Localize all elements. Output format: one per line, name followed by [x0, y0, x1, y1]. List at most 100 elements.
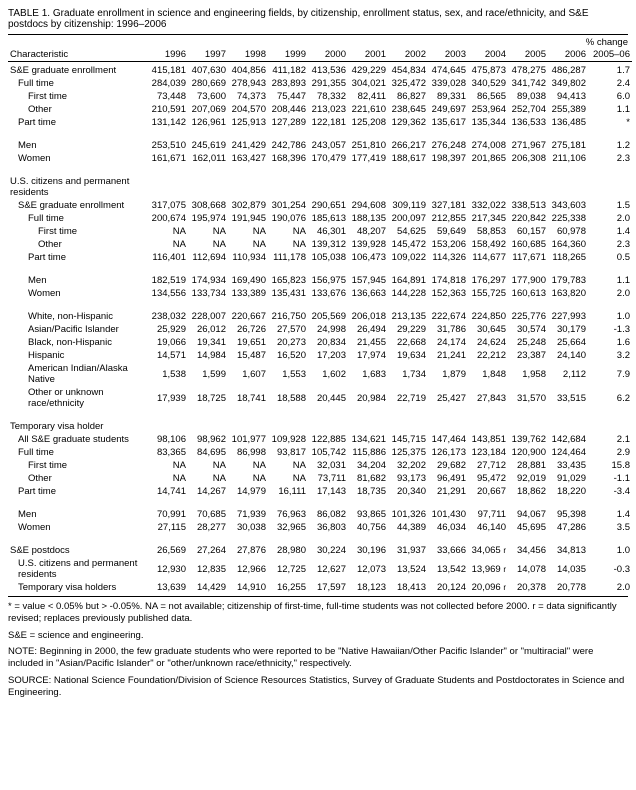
cell: 486,287 — [548, 64, 588, 77]
pct-cell: * — [588, 116, 632, 129]
cell — [548, 420, 588, 433]
col-year: 1996 — [148, 48, 188, 62]
cell: 33,435 — [548, 459, 588, 472]
pct-cell: 2.3 — [588, 238, 632, 251]
cell: 165,823 — [268, 274, 308, 287]
cell — [468, 420, 508, 433]
cell: 115,886 — [348, 446, 388, 459]
cell: 216,750 — [268, 310, 308, 323]
cell: 70,991 — [148, 508, 188, 521]
cell: 13,969 r — [468, 557, 508, 581]
cell: 14,267 — [188, 485, 228, 498]
cell: 153,206 — [428, 238, 468, 251]
cell: 93,865 — [348, 508, 388, 521]
col-year: 2004 — [468, 48, 508, 62]
cell: 36,803 — [308, 521, 348, 534]
cell: NA — [188, 472, 228, 485]
pct-cell: 1.1 — [588, 274, 632, 287]
row-label: Full time — [8, 212, 148, 225]
pct-cell — [588, 420, 632, 433]
cell: 251,810 — [348, 139, 388, 152]
table-row: American Indian/Alaska Native1,5381,5991… — [8, 362, 632, 386]
pct-cell: -3.4 — [588, 485, 632, 498]
cell — [548, 175, 588, 199]
cell: 116,401 — [148, 251, 188, 264]
cell: 17,143 — [308, 485, 348, 498]
cell: 1,879 — [428, 362, 468, 386]
cell: 109,022 — [388, 251, 428, 264]
table-row: Part time116,401112,694110,934111,178105… — [8, 251, 632, 264]
cell — [148, 420, 188, 433]
pct-cell: 1.2 — [588, 139, 632, 152]
pct-cell: 15.8 — [588, 459, 632, 472]
cell: 25,664 — [548, 336, 588, 349]
cell: 20,834 — [308, 336, 348, 349]
cell: 27,115 — [148, 521, 188, 534]
pct-cell: 7.9 — [588, 362, 632, 386]
cell: 12,627 — [308, 557, 348, 581]
cell: 19,066 — [148, 336, 188, 349]
cell: 34,204 — [348, 459, 388, 472]
cell: 155,725 — [468, 287, 508, 300]
cell: 327,181 — [428, 199, 468, 212]
cell: NA — [268, 459, 308, 472]
cell: 204,570 — [228, 103, 268, 116]
cell: 283,893 — [268, 77, 308, 90]
pct-change-top: % change — [8, 37, 628, 48]
cell — [508, 175, 548, 199]
cell: 75,447 — [268, 90, 308, 103]
cell: 220,667 — [228, 310, 268, 323]
table-row — [8, 165, 632, 175]
cell: 32,031 — [308, 459, 348, 472]
cell: 97,711 — [468, 508, 508, 521]
cell: 407,630 — [188, 64, 228, 77]
cell: 89,038 — [508, 90, 548, 103]
cell: 16,111 — [268, 485, 308, 498]
cell: 227,993 — [548, 310, 588, 323]
cell: 27,264 — [188, 544, 228, 557]
table-row: Temporary visa holder — [8, 420, 632, 433]
cell: 47,286 — [548, 521, 588, 534]
cell: 12,073 — [348, 557, 388, 581]
cell: 135,344 — [468, 116, 508, 129]
row-label: Men — [8, 139, 148, 152]
table-row: Asian/Pacific Islander25,92926,01226,726… — [8, 323, 632, 336]
table-row: S&E postdocs26,56927,26427,87628,98030,2… — [8, 544, 632, 557]
cell: 222,674 — [428, 310, 468, 323]
cell: 26,012 — [188, 323, 228, 336]
cell: 18,413 — [388, 581, 428, 594]
cell: 200,674 — [148, 212, 188, 225]
table-row — [8, 498, 632, 508]
row-label: Temporary visa holder — [8, 420, 148, 433]
cell: 31,786 — [428, 323, 468, 336]
table-row: Men70,99170,68571,93976,96386,08293,8651… — [8, 508, 632, 521]
cell: 30,224 — [308, 544, 348, 557]
cell: 13,639 — [148, 581, 188, 594]
cell: 145,472 — [388, 238, 428, 251]
cell: 325,472 — [388, 77, 428, 90]
table-row: All S&E graduate students98,10698,962101… — [8, 433, 632, 446]
cell: 161,671 — [148, 152, 188, 165]
cell: 478,275 — [508, 64, 548, 77]
cell: 101,326 — [388, 508, 428, 521]
cell: 93,173 — [388, 472, 428, 485]
pct-cell: 2.9 — [588, 446, 632, 459]
row-label: U.S. citizens and permanent residents — [8, 175, 148, 199]
cell: 14,078 — [508, 557, 548, 581]
col-year: 1997 — [188, 48, 228, 62]
table-row: U.S. citizens and permanent residents12,… — [8, 557, 632, 581]
cell: 34,456 — [508, 544, 548, 557]
table-row: Other210,591207,069204,570208,446213,023… — [8, 103, 632, 116]
cell: 16,520 — [268, 349, 308, 362]
cell: 133,734 — [188, 287, 228, 300]
cell: 280,669 — [188, 77, 228, 90]
cell: 83,365 — [148, 446, 188, 459]
row-label: Black, non-Hispanic — [8, 336, 148, 349]
pct-cell: 2.1 — [588, 433, 632, 446]
pct-cell: 1.0 — [588, 310, 632, 323]
cell — [468, 175, 508, 199]
cell: 1,602 — [308, 362, 348, 386]
pct-cell: 6.0 — [588, 90, 632, 103]
cell: 12,966 — [228, 557, 268, 581]
table-row: Black, non-Hispanic19,06619,34119,65120,… — [8, 336, 632, 349]
